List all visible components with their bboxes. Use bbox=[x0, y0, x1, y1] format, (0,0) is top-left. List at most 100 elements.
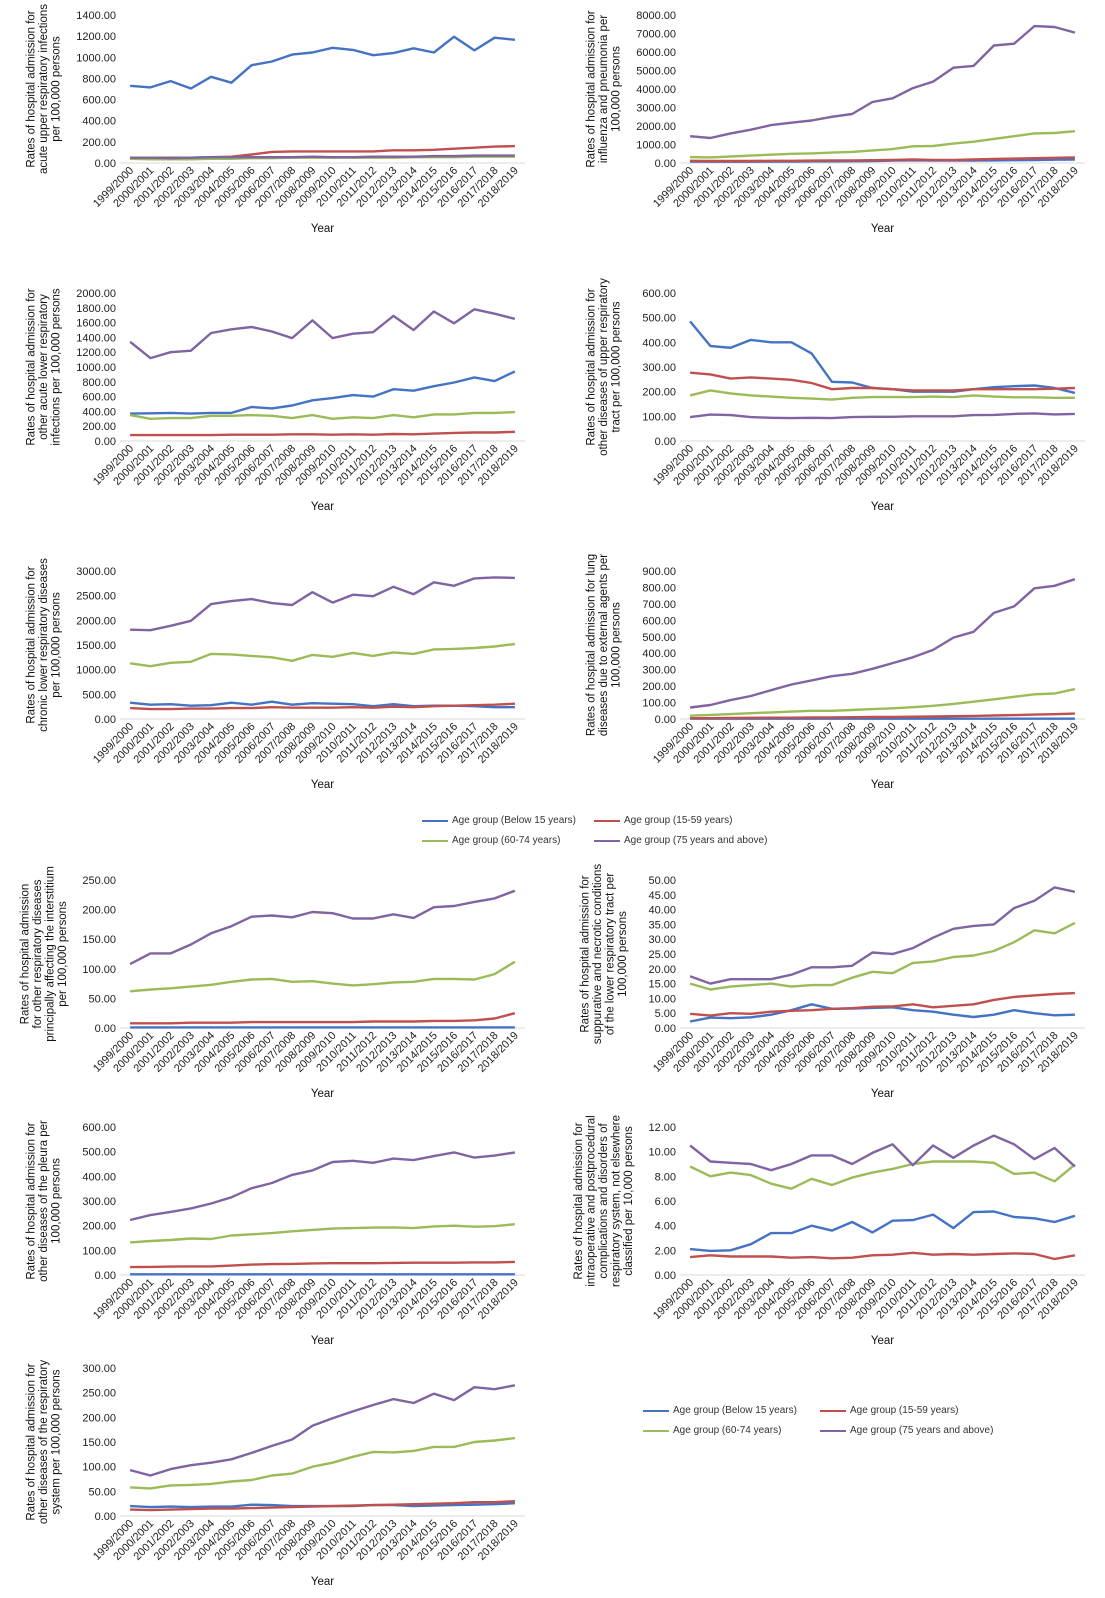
series-line bbox=[689, 371, 1075, 392]
legend-swatch bbox=[643, 1409, 669, 1412]
legend-bottom: Age group (Below 15 years) Age group (15… bbox=[0, 1405, 1105, 1445]
y-tick-label: 300.00 bbox=[82, 1196, 116, 1208]
series-line bbox=[129, 960, 516, 993]
y-axis-title: principally affecting the interstitium bbox=[44, 866, 56, 1042]
series-line bbox=[129, 642, 516, 668]
x-axis-title: Year bbox=[311, 1576, 334, 1588]
chart-1: 0.00 200.00 400.00 600.00 800.00 1000.00 1200.… bbox=[0, 4, 540, 240]
y-tick-label: 1400.00 bbox=[76, 332, 116, 344]
y-axis-title: complications and disorders of bbox=[598, 1123, 610, 1279]
y-tick-label: 8.00 bbox=[655, 1171, 676, 1183]
legend-swatch bbox=[422, 819, 448, 822]
chart-11: 0.00 50.00 100.00 150.00 200.00 250.00 300.00 1… bbox=[0, 1358, 540, 1593]
y-tick-label: 500.00 bbox=[82, 689, 116, 701]
legend-label: Age group (15-59 years) bbox=[624, 815, 733, 826]
y-tick-label: 1500.00 bbox=[76, 640, 116, 652]
y-axis-title: of the lower respiratory tract per bbox=[604, 873, 616, 1036]
y-tick-label: 200.00 bbox=[82, 1412, 116, 1424]
y-tick-label: 1800.00 bbox=[76, 303, 116, 315]
y-tick-label: 300.00 bbox=[642, 362, 676, 374]
y-tick-label: 20.00 bbox=[648, 964, 676, 976]
series-line bbox=[689, 1160, 1076, 1190]
series-line bbox=[130, 35, 516, 90]
series-line bbox=[130, 1500, 515, 1512]
y-tick-label: 50.00 bbox=[88, 993, 116, 1005]
y-axis-title: system per 100,000 persons bbox=[51, 1369, 63, 1514]
series-line bbox=[130, 1260, 515, 1269]
legend-item: Age group (75 years and above) bbox=[820, 1425, 993, 1436]
chart-2: 0.00 1000.00 2000.00 3000.00 4000.00 5000.00 6… bbox=[560, 5, 1100, 240]
y-tick-label: 8000.00 bbox=[636, 10, 676, 22]
y-tick-label: 900.00 bbox=[642, 566, 676, 578]
series-line bbox=[129, 889, 516, 966]
legend-swatch bbox=[594, 839, 620, 842]
y-tick-label: 800.00 bbox=[82, 377, 116, 389]
y-tick-label: 200.00 bbox=[82, 421, 116, 433]
x-axis-title: Year bbox=[871, 779, 894, 791]
y-axis-title: Rates of hospital admission for bbox=[586, 10, 598, 167]
x-axis-title: Year bbox=[311, 1088, 334, 1100]
x-axis-title: Year bbox=[311, 1335, 334, 1347]
y-tick-label: 600.00 bbox=[82, 1122, 116, 1134]
y-tick-label: 400.00 bbox=[642, 337, 676, 349]
y-tick-label: 1600.00 bbox=[76, 318, 116, 330]
y-tick-label: 300.00 bbox=[82, 1363, 116, 1375]
y-tick-label: 100.00 bbox=[642, 698, 676, 710]
series-line bbox=[689, 389, 1075, 401]
y-axis-title: Rates of hospital admission for bbox=[573, 1122, 585, 1279]
y-tick-label: 2500.00 bbox=[76, 591, 116, 603]
y-tick-label: 0.00 bbox=[95, 1270, 116, 1282]
y-tick-label: 2.00 bbox=[655, 1245, 676, 1257]
y-axis-title: intraoperative and postprocedural bbox=[586, 1115, 598, 1286]
y-tick-label: 700.00 bbox=[642, 599, 676, 611]
y-tick-label: 25.00 bbox=[648, 949, 676, 961]
chart-9: 0.00 100.00 200.00 300.00 400.00 500.00 600.00… bbox=[0, 1117, 540, 1352]
y-axis-title: diseases due to external agents per bbox=[598, 554, 610, 736]
y-tick-label: 0.00 bbox=[655, 1023, 676, 1035]
y-tick-label: 400.00 bbox=[82, 406, 116, 418]
chart-svg: 0.00 5.00 10.00 15.00 20.00 25.00 30.00 35.00 40… bbox=[579, 864, 1085, 1100]
series-line bbox=[690, 712, 1075, 720]
series-line bbox=[689, 320, 1076, 395]
y-tick-label: 500.00 bbox=[82, 1147, 116, 1159]
y-axis-title: other diseases of the respiratory bbox=[38, 1360, 50, 1525]
y-axis-title: influenza and pneumonia per bbox=[598, 15, 610, 164]
legend-swatch bbox=[820, 1429, 846, 1432]
y-tick-label: 50.00 bbox=[88, 1486, 116, 1498]
y-tick-label: 0.00 bbox=[655, 714, 676, 726]
y-axis-title: Rates of hospital admission for bbox=[26, 10, 38, 167]
y-axis-title: chronic lower respiratory diseases bbox=[38, 558, 50, 732]
legend-item: Age group (75 years and above) bbox=[594, 835, 767, 846]
series-line bbox=[689, 1251, 1076, 1261]
y-tick-label: 100.00 bbox=[82, 964, 116, 976]
series-line bbox=[130, 370, 516, 415]
chart-5: 0.00 500.00 1000.00 1500.00 2000.00 2500.00 30… bbox=[0, 558, 540, 796]
legend-top: Age group (Below 15 years) Age group (15… bbox=[0, 815, 1105, 855]
y-axis-title: Rates of hospital admission for bbox=[26, 1122, 38, 1279]
y-axis-title: suppurative and necrotic conditions bbox=[592, 864, 604, 1045]
chart-3: 0.00 200.00 400.00 600.00 800.00 1000.00 1200.… bbox=[0, 283, 540, 518]
y-tick-label: 800.00 bbox=[82, 73, 116, 85]
y-tick-label: 10.00 bbox=[648, 1147, 676, 1159]
y-tick-label: 0.00 bbox=[95, 436, 116, 448]
x-axis-title: Year bbox=[311, 779, 334, 791]
y-tick-label: 0.00 bbox=[95, 714, 116, 726]
series-line bbox=[689, 991, 1075, 1017]
y-tick-label: 1200.00 bbox=[76, 347, 116, 359]
y-tick-label: 12.00 bbox=[648, 1122, 676, 1134]
y-tick-label: 1000.00 bbox=[636, 140, 676, 152]
y-tick-label: 150.00 bbox=[82, 1437, 116, 1449]
y-tick-label: 0.00 bbox=[655, 158, 676, 170]
y-axis-title: acute upper respiratory infections bbox=[38, 4, 50, 174]
series-line bbox=[130, 1436, 516, 1490]
y-axis-title: Rates of hospital admission for bbox=[586, 288, 598, 445]
legend-swatch bbox=[643, 1429, 669, 1432]
legend-label: Age group (75 years and above) bbox=[624, 835, 768, 846]
x-axis-title: Year bbox=[311, 501, 334, 513]
y-tick-label: 5.00 bbox=[655, 1008, 676, 1020]
y-tick-label: 0.00 bbox=[95, 158, 116, 170]
series-line bbox=[690, 156, 1075, 163]
series-line bbox=[690, 687, 1076, 717]
y-axis-title: other acute lower respiratory bbox=[38, 294, 50, 440]
y-tick-label: 1000.00 bbox=[76, 665, 116, 677]
